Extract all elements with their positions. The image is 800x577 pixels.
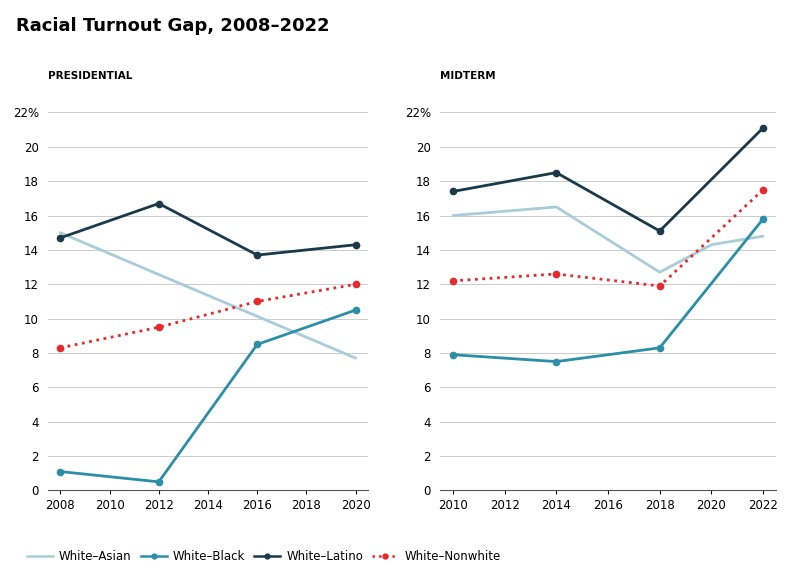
Text: Racial Turnout Gap, 2008–2022: Racial Turnout Gap, 2008–2022	[16, 17, 330, 35]
Text: MIDTERM: MIDTERM	[440, 70, 496, 81]
Text: PRESIDENTIAL: PRESIDENTIAL	[48, 70, 132, 81]
Legend: White–Asian, White–Black, White–Latino, White–Nonwhite: White–Asian, White–Black, White–Latino, …	[22, 546, 506, 568]
